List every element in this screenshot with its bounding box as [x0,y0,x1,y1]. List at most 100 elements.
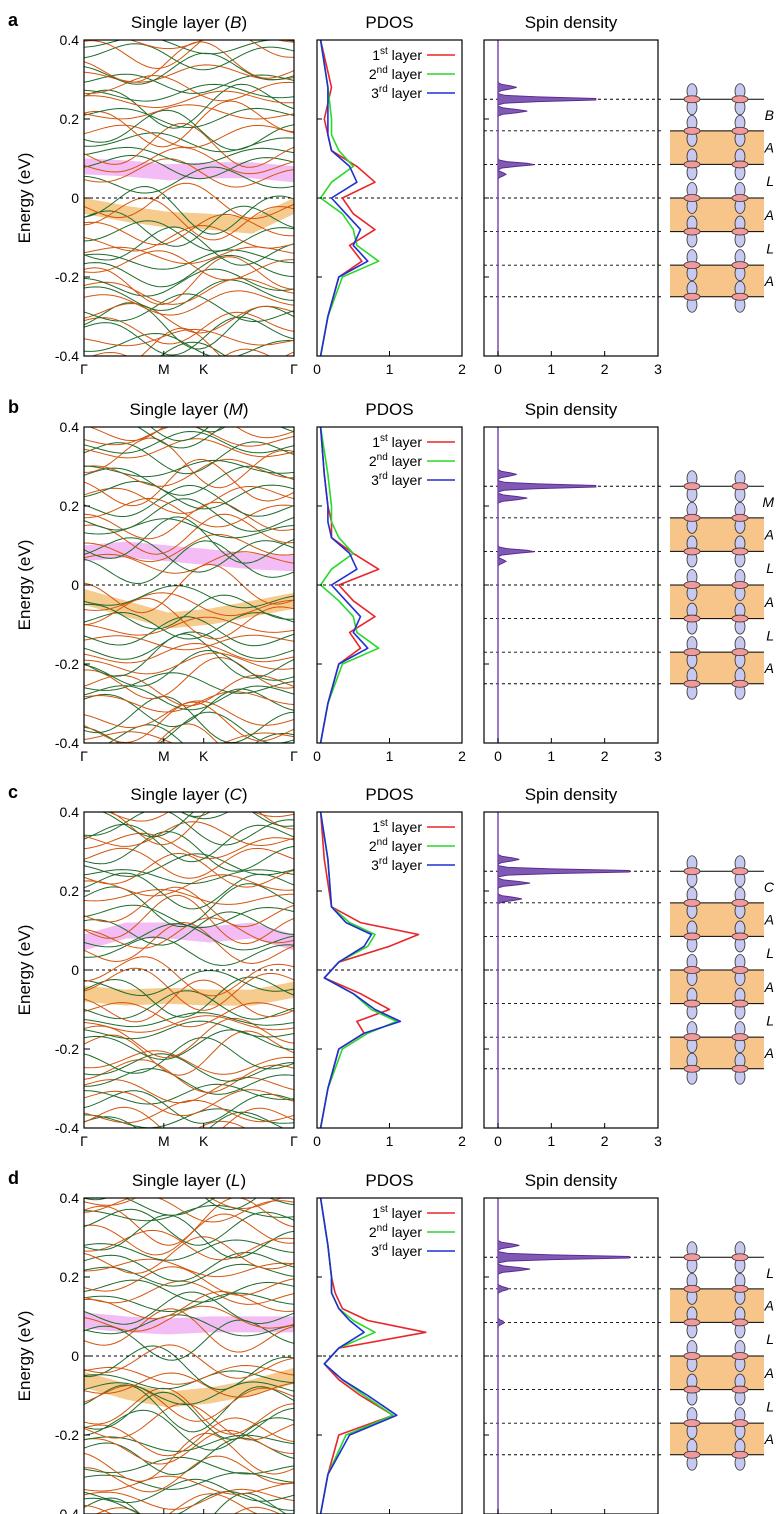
pdos-title: PDOS [365,400,413,419]
block-layer [670,265,764,297]
block-layer [670,585,764,619]
layer-label: L [766,1398,774,1414]
band-line [84,1488,294,1510]
layer-label: B [765,107,774,123]
orbital-icon [683,920,701,953]
band-line [84,904,294,929]
orbital-icon [683,855,701,888]
layer-label: L [766,627,774,643]
band-lines [84,40,294,356]
orbital-icon [731,280,749,313]
pdos-x-tick-label: 0 [313,1133,321,1149]
band-line [84,594,294,630]
spin-x-tick-label: 2 [601,361,609,377]
band-line [84,1391,294,1440]
legend-entry-3: 3rd layer [371,856,422,873]
band-line [84,1291,294,1325]
band-line [84,936,294,966]
band-line [84,1111,285,1128]
k-point-label: Γ [80,748,88,764]
band-line [84,652,294,675]
spin-x-tick-label: 1 [547,748,555,764]
spin-title: Spin density [525,1171,618,1190]
band-line [84,1432,294,1482]
band-line [84,642,294,664]
orbital-icon [683,667,701,700]
band-line [84,1198,294,1223]
band-line [84,979,294,1023]
band-line [84,458,294,487]
band-line [84,438,294,459]
orbital-icon [731,1241,749,1274]
band-line [84,1490,294,1514]
layer-label: A [764,1431,774,1447]
orbital-icon [683,1373,701,1406]
band-line [84,1372,294,1398]
band-line [84,883,294,927]
band-line [84,279,294,311]
orbital-icon [683,886,701,919]
band-line [159,341,227,356]
y-tick-label: -0.2 [55,1041,79,1057]
orbital-icon [731,886,749,919]
band-line [84,246,294,264]
band-line [84,701,294,743]
band-line [84,540,294,585]
y-tick-label: -0.4 [55,735,79,751]
band-line [84,497,294,528]
spin-x-tick-label: 2 [601,1133,609,1149]
y-axis-label: Energy (eV) [15,153,34,244]
band-line [156,723,219,743]
band-title: Single layer (B) [131,13,247,32]
band-line [84,711,294,743]
orbital-icon [731,215,749,248]
orbital-icon [683,1272,701,1305]
band-line [84,268,294,297]
y-tick-label: -0.4 [55,1506,79,1514]
spin-x-tick-label: 3 [654,361,662,377]
pdos-title: PDOS [365,785,413,804]
y-tick-label: 0 [71,190,79,206]
band-line [84,674,294,707]
k-point-label: Γ [290,1133,298,1149]
band-line [84,616,294,647]
band-line [84,1344,294,1379]
panel-label: a [8,10,19,30]
spin-x-tick-label: 0 [494,361,502,377]
y-tick-label: -0.2 [55,269,79,285]
block-layer [670,1423,764,1455]
band-line [84,967,294,1011]
pdos-series-1 [319,426,380,744]
layer-label: C [764,879,775,895]
orbital-icon [731,470,749,503]
band-line [84,597,294,640]
legend-entry-3: 3rd layer [371,84,422,101]
band-line [84,700,294,729]
orbital-icon [683,1340,701,1372]
band-line [84,225,294,252]
band-line [84,1229,294,1261]
band-line [84,256,294,306]
pdos-x-tick-label: 1 [386,748,394,764]
band-line [84,146,294,175]
band-line [84,1314,294,1337]
layer-schematic: M A L A L A [670,470,774,700]
band-line [84,551,294,574]
band-line [84,1385,294,1422]
band-line [84,761,294,786]
spin-title: Spin density [525,13,618,32]
layer-label: L [766,1265,774,1281]
layer-label: A [764,1045,774,1061]
band-title: Single layer (M) [129,400,248,419]
band-line [84,1370,294,1390]
orbital-icon [683,1021,701,1054]
orbital-icon [683,280,701,313]
band-line [84,1198,294,1246]
band-line [84,458,294,507]
band-line [84,328,294,347]
band-line [84,1292,294,1313]
band-line [84,616,294,636]
orbital-icon [731,1052,749,1085]
layer-label: A [764,912,774,928]
orbital-icon [683,535,701,568]
